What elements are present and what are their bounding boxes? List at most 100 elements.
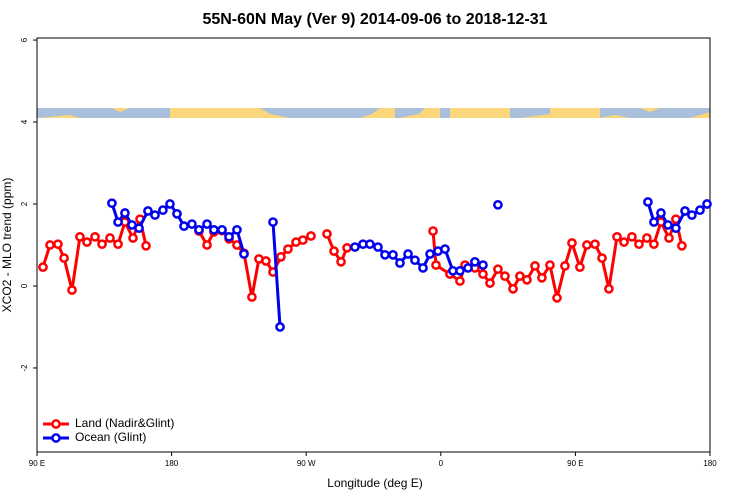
data-point [268,217,278,227]
y-tick-label: 6 [20,37,29,42]
data-point [478,260,488,270]
data-point [158,205,168,216]
data-point [597,253,607,263]
y-tick-label: -2 [20,364,29,372]
data-point [643,197,653,207]
x-tick-label: 90 E [567,459,583,468]
data-point [283,244,293,254]
ocean-strip [37,108,710,118]
map-strip [37,108,710,118]
data-point [38,262,48,272]
data-point [224,231,234,242]
data-point [342,243,352,253]
data-point [418,263,428,273]
data-point [627,231,637,242]
data-point [695,205,705,216]
data-point [165,199,175,209]
data-point [336,256,346,267]
data-point [687,210,697,220]
data-point [671,223,681,234]
x-tick-label: 0 [439,459,444,468]
legend-marker [51,433,61,443]
data-point [141,240,151,251]
data-point [380,249,390,260]
data-point [582,240,592,250]
data-point [59,253,69,263]
data-point [634,239,644,250]
data-point [508,284,518,294]
data-point [202,240,212,250]
data-point [247,292,257,302]
data-point [90,231,100,242]
data-point [373,242,383,252]
y-tick-label: 0 [20,283,29,288]
data-point [194,224,204,235]
data-point [261,256,271,266]
chart-title: 55N-60N May (Ver 9) 2014-09-06 to 2018-1… [202,11,547,28]
data-point [470,256,480,267]
data-point [202,219,212,229]
y-tick-label: 2 [20,201,29,206]
data-point [552,293,562,303]
data-point [306,231,316,241]
data-point [82,237,92,247]
data-point [604,284,614,294]
data-point [677,240,687,251]
data-point [612,231,622,242]
data-point [493,199,503,210]
data-point [172,208,182,219]
data-point [67,285,77,295]
data-point [239,249,249,259]
data-point [590,239,600,250]
data-point [500,271,510,282]
legend-label: Land (Nadir&Glint) [75,416,174,430]
data-point [179,221,189,231]
data-point [493,264,503,275]
data-point [128,233,138,243]
data-point [365,239,375,250]
data-point [388,249,398,260]
plot-frame [36,37,711,453]
data-point [656,208,666,218]
data-point [649,239,659,250]
data-point [45,240,55,250]
data-point [120,208,130,218]
data-point [113,217,123,227]
data-point [455,265,465,276]
data-point [664,233,674,243]
data-point [350,242,360,252]
data-point [522,274,532,285]
data-point [619,237,629,247]
data-point [702,199,712,209]
data-point [134,223,144,234]
data-point [485,278,495,288]
data-point [530,261,540,271]
data-point [455,276,465,286]
data-point [575,262,585,272]
data-point [410,255,420,266]
data-point [428,226,438,236]
data-point [107,198,117,209]
data-point [217,224,227,235]
data-point [150,210,160,220]
data-point [97,239,107,250]
data-point [329,246,339,256]
data-point [143,206,153,216]
y-axis-label: XCO2 - MLO trend (ppm) [0,178,14,313]
x-tick-label: 90 W [297,459,316,468]
data-point [515,271,525,282]
data-point [113,239,123,250]
data-point [209,224,219,235]
data-point [232,224,242,235]
data-point [463,263,473,273]
data-point [440,244,450,254]
land-strip [37,108,710,118]
data-point [425,249,435,259]
data-point [105,233,115,243]
data-point [75,231,85,242]
data-point [431,260,441,270]
data-point [649,217,659,227]
data-point [545,260,555,270]
x-tick-label: 90 E [29,459,45,468]
